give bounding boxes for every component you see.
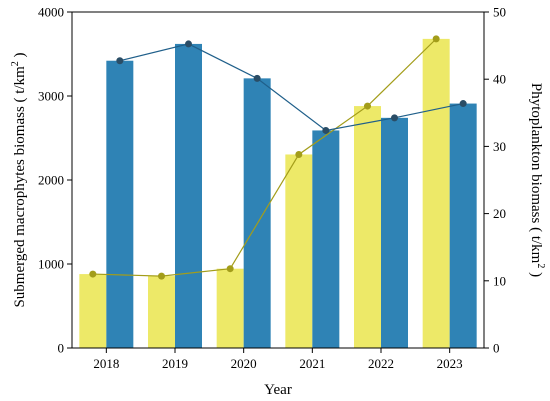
phytoplankton-point: [432, 35, 440, 43]
x-tick-label: 2019: [162, 356, 188, 371]
phytoplankton-point: [89, 270, 97, 278]
phytoplankton-bar: [79, 274, 107, 348]
macrophyte-line: [119, 43, 464, 132]
right-tick-label: 50: [493, 5, 506, 20]
right-tick-label: 20: [493, 206, 506, 221]
macrophyte-bar: [449, 103, 477, 348]
phytoplankton-point: [295, 150, 303, 158]
macrophyte-point: [185, 40, 192, 48]
phytoplankton-bar: [216, 268, 244, 348]
trend-lines: [89, 35, 467, 280]
left-tick-label: 2000: [38, 173, 64, 188]
left-tick-label: 1000: [38, 257, 64, 272]
phytoplankton-bar: [354, 106, 381, 348]
phytoplankton-bars: [79, 38, 450, 348]
right-tick-label: 30: [493, 139, 506, 154]
right-tick-label: 10: [493, 273, 506, 288]
right-tick-label: 0: [493, 341, 500, 356]
macrophyte-point: [253, 74, 261, 82]
macrophyte-point: [322, 126, 330, 134]
macrophyte-bar: [175, 43, 202, 349]
macrophyte-bar: [106, 60, 134, 348]
right-axis-title: Phytoplankton biomass ( t/km2 ): [528, 83, 546, 277]
left-tick-label: 3000: [38, 89, 64, 104]
phytoplankton-line: [92, 38, 437, 277]
axes: [71, 11, 485, 349]
phytoplankton-point: [364, 102, 371, 110]
x-tick-label: 2018: [93, 356, 119, 371]
macrophyte-bar: [243, 78, 271, 349]
phytoplankton-point: [226, 265, 234, 273]
x-tick-label: 2020: [231, 356, 257, 371]
left-tick-label: 4000: [38, 5, 64, 20]
macrophyte-point: [116, 57, 124, 65]
macrophyte-bars: [106, 43, 477, 349]
phytoplankton-bar: [422, 38, 450, 348]
phytoplankton-point: [158, 272, 165, 280]
right-tick-label: 40: [493, 72, 506, 87]
left-ticks: 0 1000 2000 3000 4000: [38, 5, 72, 356]
x-tick-label: 2023: [437, 356, 463, 371]
macrophyte-point: [391, 114, 398, 122]
macrophyte-bar: [312, 130, 340, 348]
x-ticks: 2018 2019 2020 2021 2022 2023: [93, 348, 463, 371]
phytoplankton-bar: [148, 276, 175, 348]
macrophyte-bar: [381, 117, 408, 348]
x-axis-title: Year: [264, 382, 292, 398]
right-axis-title-sup: 2: [535, 263, 546, 268]
x-tick-label: 2022: [368, 356, 394, 371]
phytoplankton-bar: [285, 154, 313, 348]
right-ticks: 0 10 20 30 40 50: [484, 5, 506, 356]
left-tick-label: 0: [58, 341, 65, 356]
left-axis-title: Submerged macrophytes biomass ( t/km2 ): [10, 52, 28, 307]
left-axis-title-sup: 2: [10, 61, 21, 66]
macrophyte-point: [459, 100, 467, 108]
x-tick-label: 2021: [299, 356, 325, 371]
